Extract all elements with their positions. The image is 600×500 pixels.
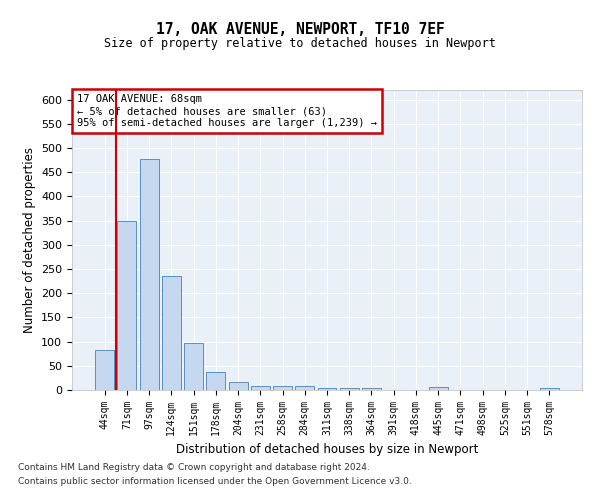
Bar xyxy=(140,158,158,390)
Text: Size of property relative to detached houses in Newport: Size of property relative to detached ho… xyxy=(104,38,496,51)
Text: Contains public sector information licensed under the Open Government Licence v3: Contains public sector information licen… xyxy=(18,477,412,486)
Y-axis label: Number of detached properties: Number of detached properties xyxy=(23,147,35,333)
Bar xyxy=(362,388,381,390)
X-axis label: Distribution of detached houses by size in Newport: Distribution of detached houses by size … xyxy=(176,444,478,456)
Text: 17, OAK AVENUE, NEWPORT, TF10 7EF: 17, OAK AVENUE, NEWPORT, TF10 7EF xyxy=(155,22,445,38)
Bar xyxy=(273,386,292,390)
Bar xyxy=(95,350,114,390)
Bar xyxy=(229,382,248,390)
Bar xyxy=(429,387,448,390)
Bar xyxy=(184,343,203,390)
Bar xyxy=(317,388,337,390)
Bar xyxy=(540,388,559,390)
Bar xyxy=(162,276,181,390)
Bar xyxy=(340,388,359,390)
Bar xyxy=(118,220,136,390)
Bar xyxy=(295,386,314,390)
Text: 17 OAK AVENUE: 68sqm
← 5% of detached houses are smaller (63)
95% of semi-detach: 17 OAK AVENUE: 68sqm ← 5% of detached ho… xyxy=(77,94,377,128)
Text: Contains HM Land Registry data © Crown copyright and database right 2024.: Contains HM Land Registry data © Crown c… xyxy=(18,464,370,472)
Bar xyxy=(251,386,270,390)
Bar xyxy=(206,372,225,390)
